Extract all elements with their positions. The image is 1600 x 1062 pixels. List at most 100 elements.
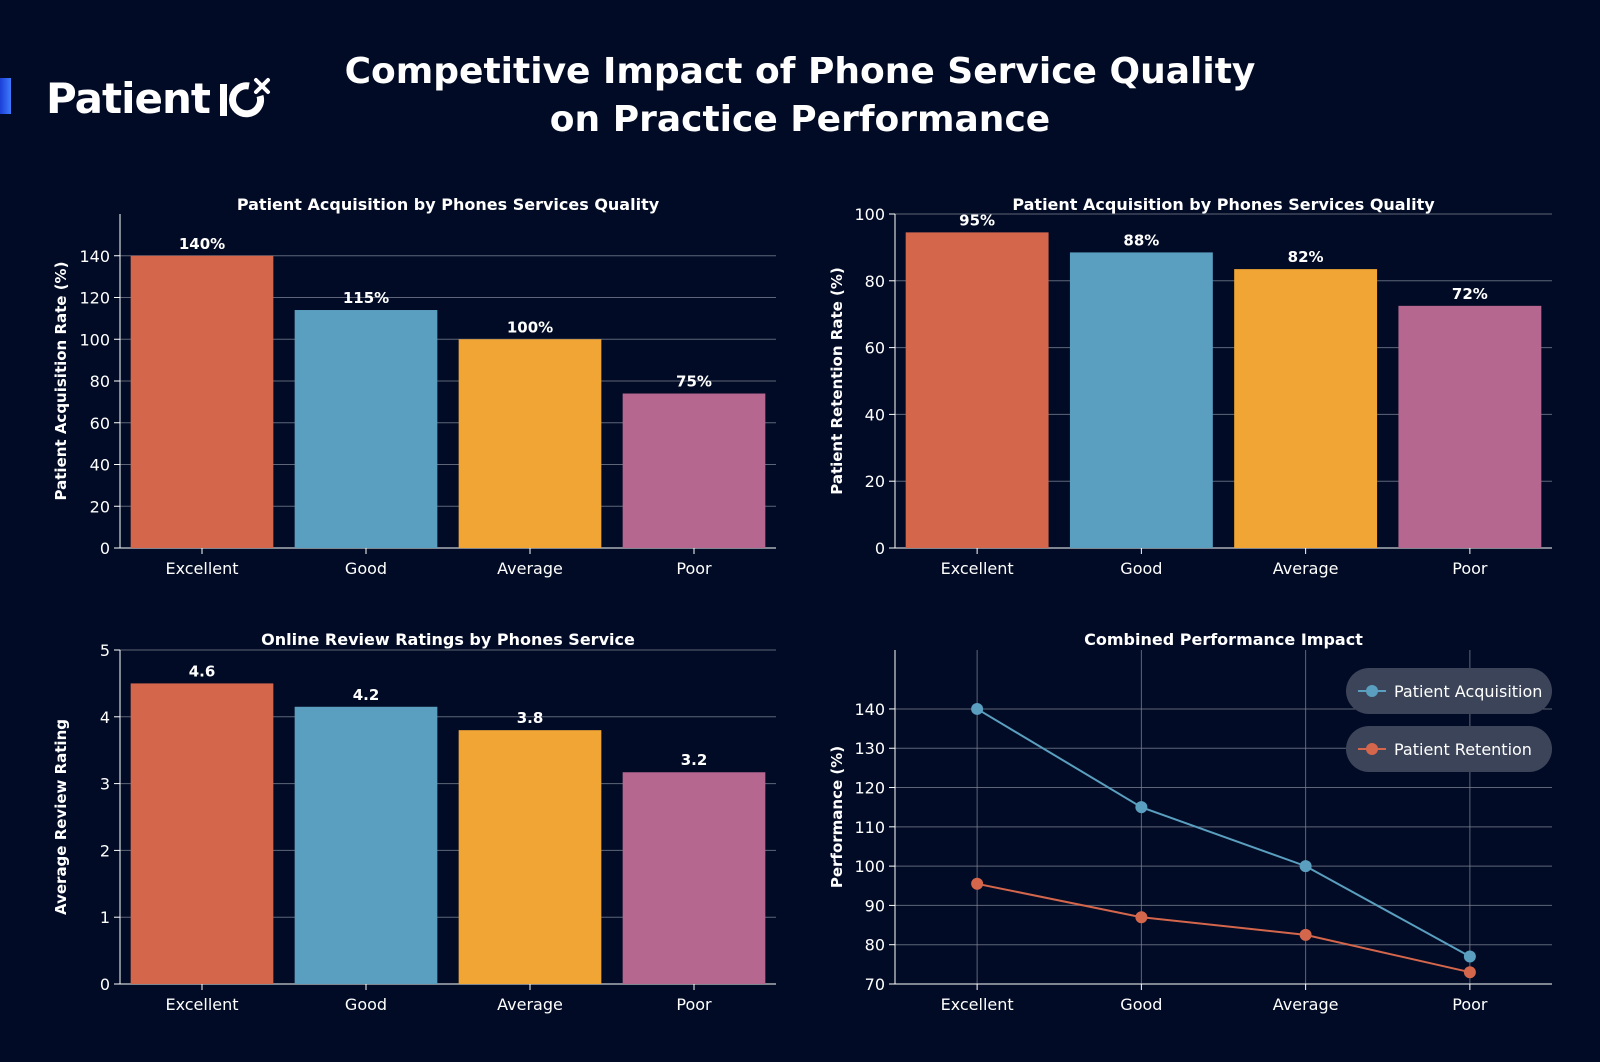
- y-tick-label: 0: [100, 539, 110, 558]
- page-title-line-2: on Practice Performance: [549, 99, 1051, 140]
- bar-value-label: 82%: [1288, 248, 1324, 266]
- brand-accent-bar: [0, 78, 11, 114]
- x-tick-label: Poor: [676, 995, 712, 1014]
- series-point: [1463, 966, 1476, 979]
- bar-value-label: 4.6: [189, 662, 216, 680]
- chart-panel-2: Patient Acquisition by Phones Services Q…: [828, 195, 1552, 578]
- chart-title: Online Review Ratings by Phones Service: [261, 630, 635, 649]
- y-tick-label: 20: [865, 472, 885, 491]
- x-tick-label: Average: [1273, 995, 1339, 1014]
- brand-name: Patient: [46, 73, 211, 123]
- series-point: [1135, 911, 1148, 924]
- x-tick-label: Good: [1120, 559, 1162, 578]
- y-tick-label: 110: [854, 818, 885, 837]
- chart-title: Patient Acquisition by Phones Services Q…: [237, 195, 660, 214]
- legend-item-bg: [1346, 668, 1552, 714]
- bar-excellent: [130, 255, 274, 548]
- legend-label: Patient Acquisition: [1394, 682, 1542, 701]
- x-tick-label: Excellent: [941, 995, 1014, 1014]
- y-tick-label: 130: [854, 739, 885, 758]
- y-tick-label: 80: [865, 272, 885, 291]
- bar-excellent: [130, 683, 274, 984]
- y-tick-label: 0: [875, 539, 885, 558]
- series-point: [971, 702, 984, 715]
- x-tick-label: Excellent: [165, 995, 238, 1014]
- x-tick-label: Excellent: [165, 559, 238, 578]
- y-tick-label: 70: [865, 975, 885, 994]
- bar-value-label: 72%: [1452, 285, 1488, 303]
- series-point: [1299, 860, 1312, 873]
- x-tick-label: Good: [1120, 995, 1162, 1014]
- y-tick-label: 120: [79, 289, 110, 308]
- chart-title: Patient Acquisition by Phones Services Q…: [1012, 195, 1435, 214]
- bar-poor: [1398, 305, 1542, 548]
- y-tick-label: 0: [100, 975, 110, 994]
- x-tick-label: Poor: [1452, 995, 1488, 1014]
- page-title: Competitive Impact of Phone Service Qual…: [300, 48, 1300, 144]
- series-point: [1463, 950, 1476, 963]
- legend-item-bg: [1346, 726, 1552, 772]
- y-tick-label: 100: [854, 857, 885, 876]
- bar-good: [1069, 252, 1213, 548]
- y-tick-label: 20: [90, 497, 110, 516]
- series-line-1: [976, 708, 1471, 958]
- series-point: [1135, 801, 1148, 814]
- y-tick-label: 3: [100, 775, 110, 794]
- y-tick-label: 80: [90, 372, 110, 391]
- y-tick-label: 60: [90, 414, 110, 433]
- bar-value-label: 88%: [1123, 231, 1159, 249]
- bar-value-label: 75%: [676, 373, 712, 391]
- bar-average: [458, 339, 602, 548]
- x-tick-label: Poor: [676, 559, 712, 578]
- x-tick-label: Poor: [1452, 559, 1488, 578]
- y-tick-label: 40: [90, 456, 110, 475]
- x-tick-label: Average: [1273, 559, 1339, 578]
- bar-good: [294, 310, 438, 548]
- bar-average: [458, 730, 602, 984]
- y-tick-label: 60: [865, 339, 885, 358]
- y-tick-label: 120: [854, 779, 885, 798]
- y-tick-label: 1: [100, 908, 110, 927]
- y-tick-label: 2: [100, 841, 110, 860]
- legend-marker: [1366, 685, 1378, 697]
- series-line-2: [976, 882, 1471, 974]
- page-title-line-1: Competitive Impact of Phone Service Qual…: [344, 51, 1256, 92]
- legend-label: Patient Retention: [1394, 740, 1532, 759]
- bar-value-label: 115%: [343, 289, 389, 307]
- chart-title: Combined Performance Impact: [1084, 630, 1363, 649]
- y-tick-label: 4: [100, 708, 110, 727]
- y-tick-label: 140: [854, 700, 885, 719]
- patient-logo: Patient: [46, 70, 272, 126]
- chart-panel-1: Patient Acquisition by Phones Services Q…: [52, 195, 776, 578]
- x-tick-label: Average: [497, 995, 563, 1014]
- y-tick-label: 100: [854, 205, 885, 224]
- bar-poor: [622, 772, 766, 984]
- chart-panel-3: Online Review Ratings by Phones Service 0…: [52, 630, 776, 1014]
- bar-value-label: 3.8: [517, 709, 544, 727]
- x-tick-label: Excellent: [941, 559, 1014, 578]
- bar-poor: [622, 393, 766, 548]
- bar-value-label: 95%: [959, 211, 995, 229]
- series-point: [971, 877, 984, 890]
- x-tick-label: Good: [345, 559, 387, 578]
- y-tick-label: 5: [100, 641, 110, 660]
- y-axis-label: Average Review Rating: [52, 719, 70, 915]
- y-tick-label: 80: [865, 936, 885, 955]
- y-axis-label: Patient Acquisition Rate (%): [52, 262, 70, 501]
- bar-good: [294, 706, 438, 984]
- legend-marker: [1366, 743, 1378, 755]
- bar-value-label: 4.2: [353, 686, 380, 704]
- x-tick-label: Good: [345, 995, 387, 1014]
- series-point: [1299, 928, 1312, 941]
- bar-value-label: 3.2: [681, 751, 708, 769]
- y-tick-label: 140: [79, 247, 110, 266]
- bar-value-label: 140%: [179, 235, 225, 253]
- y-tick-label: 100: [79, 330, 110, 349]
- bar-excellent: [905, 232, 1049, 548]
- y-axis-label: Patient Retention Rate (%): [828, 267, 846, 495]
- bar-value-label: 100%: [507, 318, 553, 336]
- y-tick-label: 90: [865, 896, 885, 915]
- x-tick-label: Average: [497, 559, 563, 578]
- y-axis-label: Performance (%): [828, 746, 846, 888]
